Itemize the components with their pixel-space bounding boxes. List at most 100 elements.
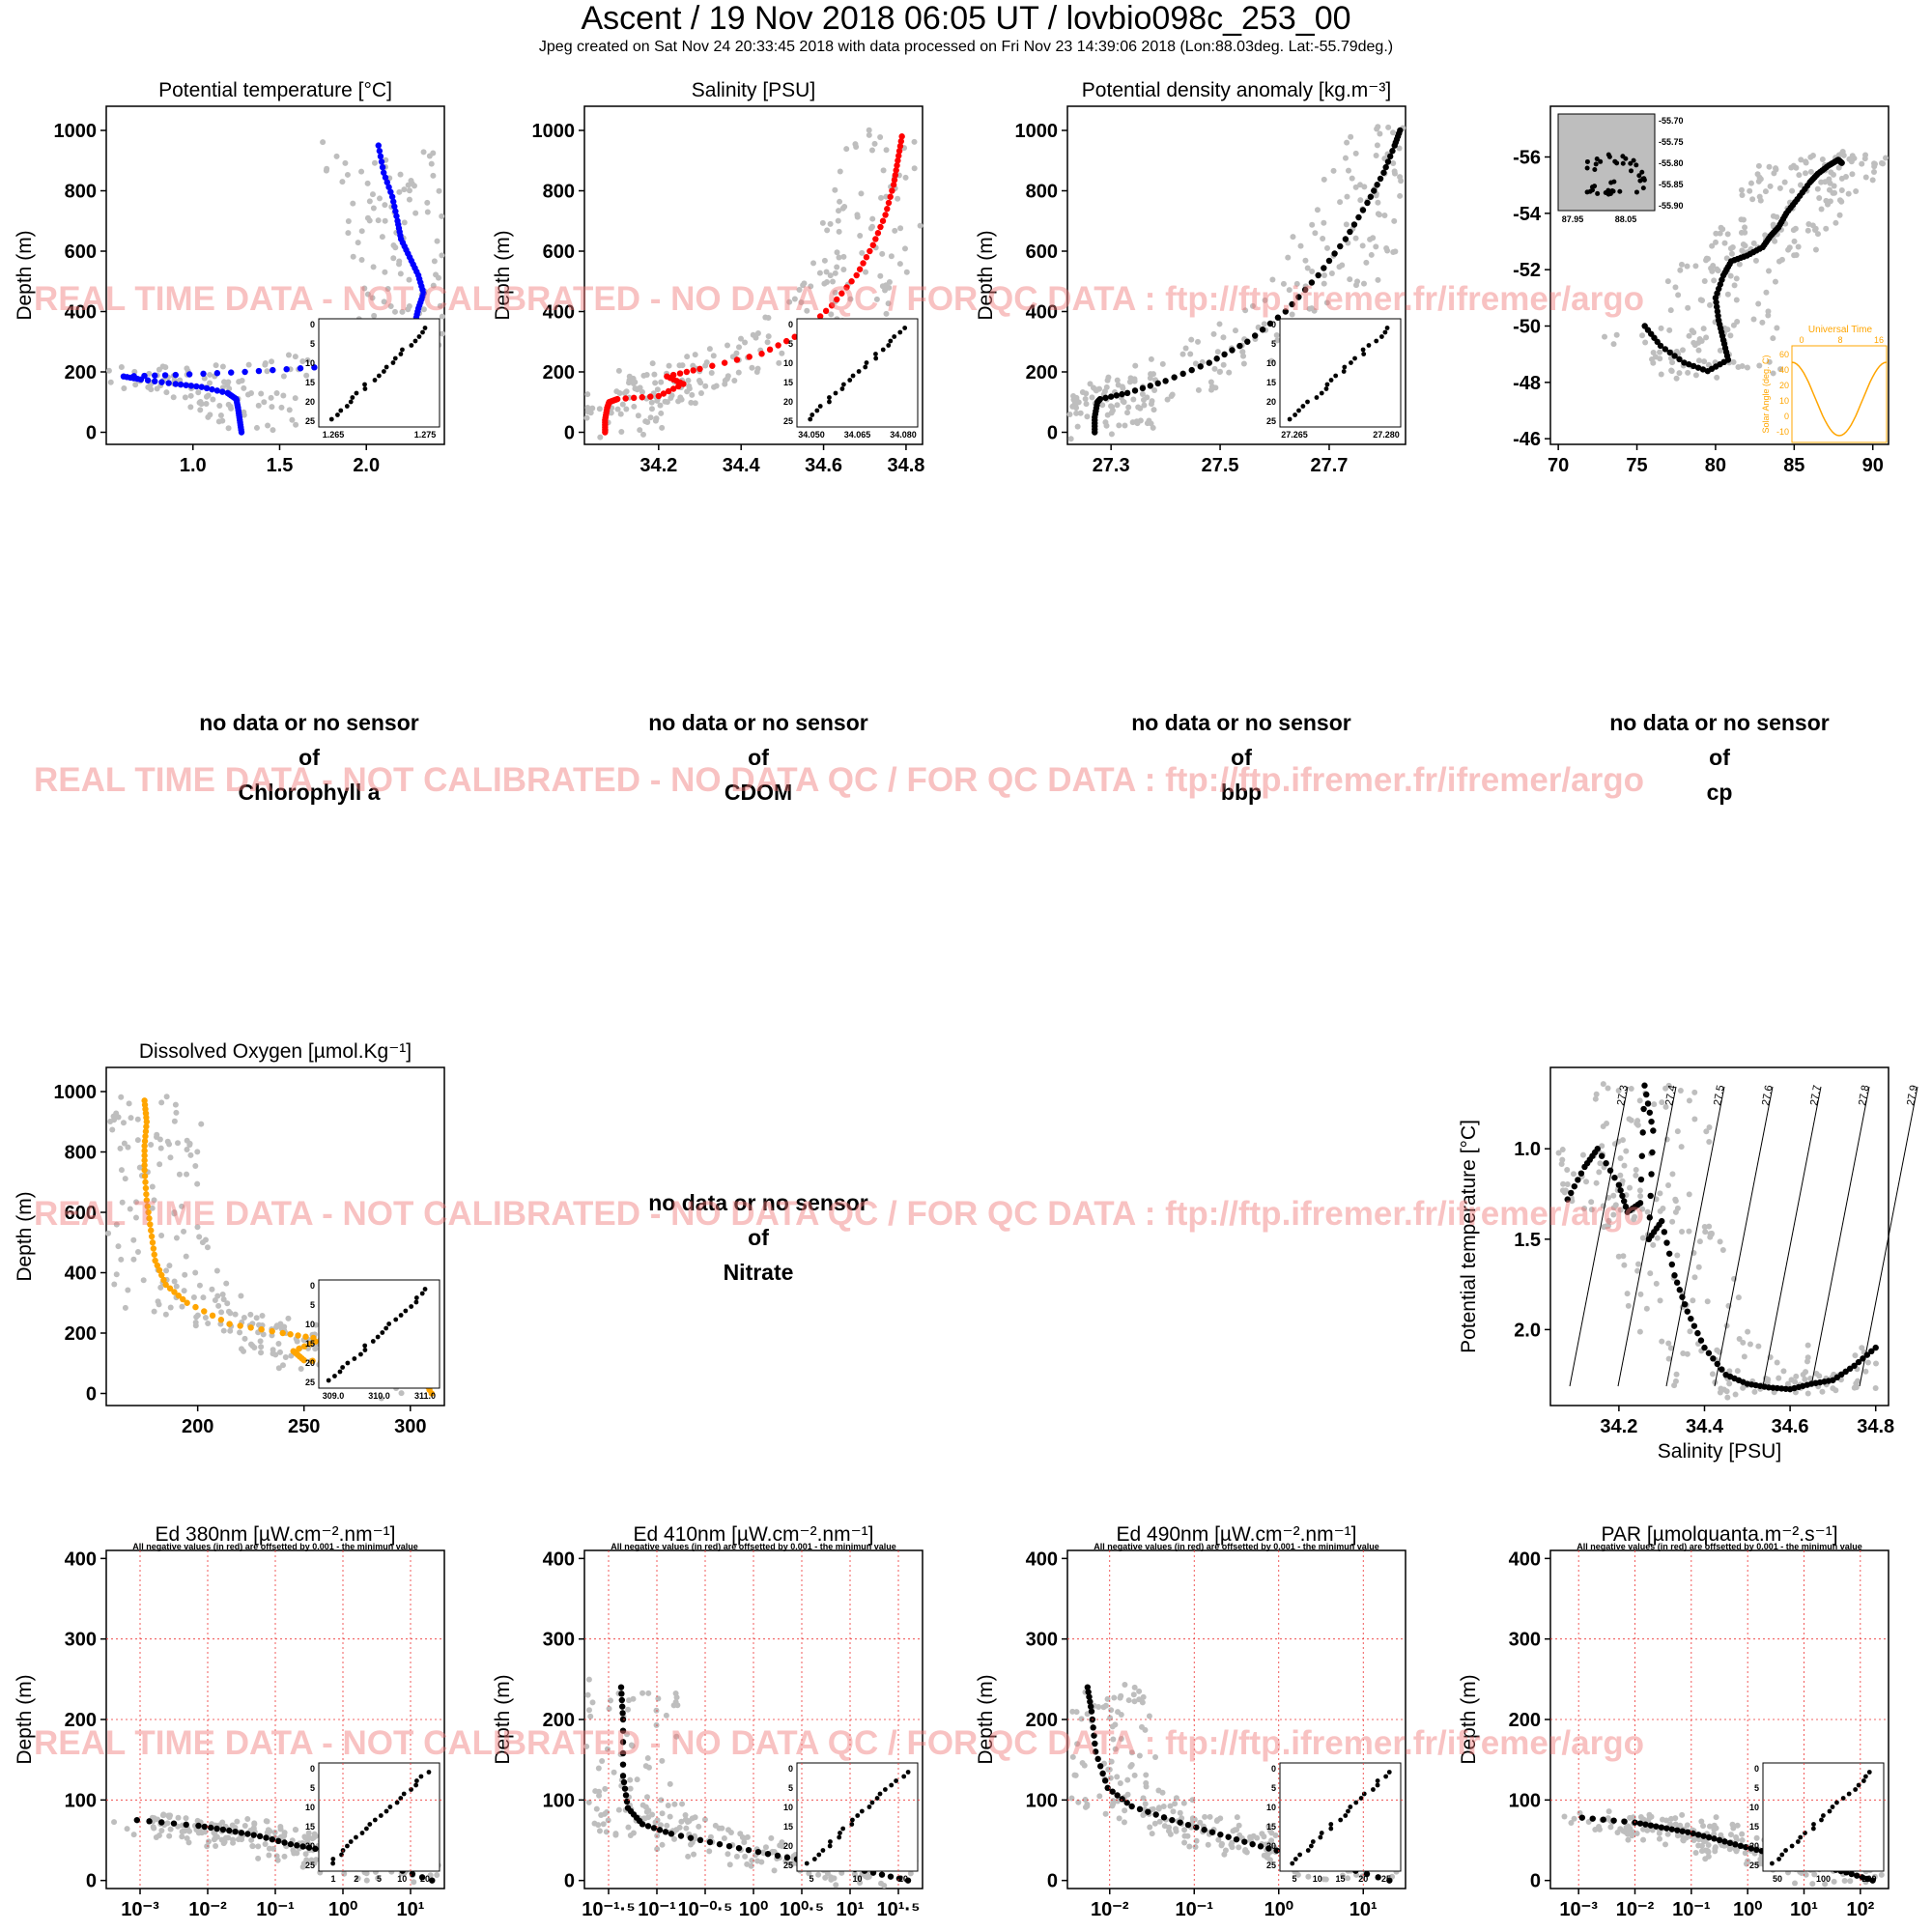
background-point [1798,156,1804,163]
background-point [1135,404,1142,411]
inset-point [1305,399,1310,405]
nodata-line2: of [298,745,320,770]
background-point [667,1780,673,1787]
x-tick-label: 10¹·⁵ [877,1899,921,1920]
background-point [1083,401,1090,408]
background-point [1391,168,1398,175]
background-point [1143,1772,1150,1778]
x-tick-label: 85 [1783,455,1804,476]
background-point [1804,1358,1810,1365]
background-point [808,283,814,290]
data-point [1221,351,1228,358]
background-point [1610,1192,1617,1199]
background-point [273,1323,280,1330]
background-point [1352,184,1359,190]
background-point [822,1874,829,1881]
inset-y-tick-label: 15 [305,1822,315,1832]
background-point [724,342,730,349]
background-point [1701,278,1708,285]
inset-y-tick-label: 25 [1266,416,1276,426]
background-point [867,225,874,232]
inset-point [1378,334,1384,339]
background-point [198,401,205,408]
inset-point [403,1308,409,1314]
background-point [840,253,847,260]
inset-point [864,360,869,365]
data-point [647,393,654,400]
inset-point [1798,1834,1804,1840]
data-point [379,163,386,171]
background-point [1827,198,1833,205]
data-point [184,1299,190,1306]
background-point [1781,179,1788,185]
background-point [615,367,622,374]
data-point [165,380,172,386]
background-point [1755,1343,1762,1350]
data-point [170,1820,178,1827]
data-point [183,382,189,388]
inset-point [1293,1857,1298,1861]
x-tick-label: 10¹ [837,1899,865,1920]
inset-y-tick-label: 10 [783,1803,793,1812]
inset-point [1789,1843,1795,1849]
background-point [816,270,823,276]
data-point [1087,1703,1094,1710]
background-point [194,1224,201,1231]
background-point [1664,278,1671,285]
background-point [1122,1681,1128,1688]
background-point [260,1331,267,1338]
background-point [1668,367,1675,374]
background-point [696,1823,702,1830]
inset-point [362,382,367,387]
background-point [1069,1708,1076,1715]
background-point [1871,160,1878,167]
zoom-point [1617,188,1623,194]
background-point [1633,1167,1639,1174]
data-point [1217,1831,1224,1838]
background-point [1679,347,1686,354]
background-point [625,1706,632,1713]
chart-title-ed380: Ed 380nm [µW.cm⁻².nm⁻¹] [156,1523,396,1546]
series-salinity [602,133,905,436]
background-point [1766,163,1773,170]
data-point [1193,1824,1200,1831]
background-point [384,286,391,293]
data-point [1636,1200,1644,1207]
background-point [1620,1253,1627,1260]
background-point [196,1234,203,1240]
data-point [141,1162,148,1169]
inset-point [412,338,418,344]
background-point [1644,1208,1651,1215]
background-point [1249,302,1256,309]
background-point [631,403,638,410]
data-point [1732,1841,1739,1848]
data-point [1615,1181,1623,1188]
background-point [105,1230,112,1236]
inset-y-tick-label: 0 [310,1764,315,1774]
background-point [274,1857,281,1863]
background-point [1354,278,1361,285]
inset-y-tick-label: 25 [1749,1861,1759,1870]
background-point [342,159,349,166]
background-point [242,1822,248,1829]
background-point [1724,1394,1731,1401]
background-point [1724,231,1731,238]
background-point [1321,219,1327,226]
zoom-y-tick-label: -55.70 [1659,116,1684,126]
background-point [832,186,838,193]
data-point [1257,1843,1264,1850]
background-point [1131,1698,1138,1705]
background-point [911,165,918,172]
data-point [380,169,387,176]
background-point [1192,360,1199,367]
data-point [299,1843,306,1850]
background-point [428,160,435,167]
background-point [892,227,898,234]
inset-point [847,378,853,383]
data-point [152,378,158,384]
background-point [265,422,271,429]
background-point [1651,1101,1658,1108]
data-point [1377,175,1384,183]
background-point [592,1788,599,1795]
background-point [179,1303,185,1310]
